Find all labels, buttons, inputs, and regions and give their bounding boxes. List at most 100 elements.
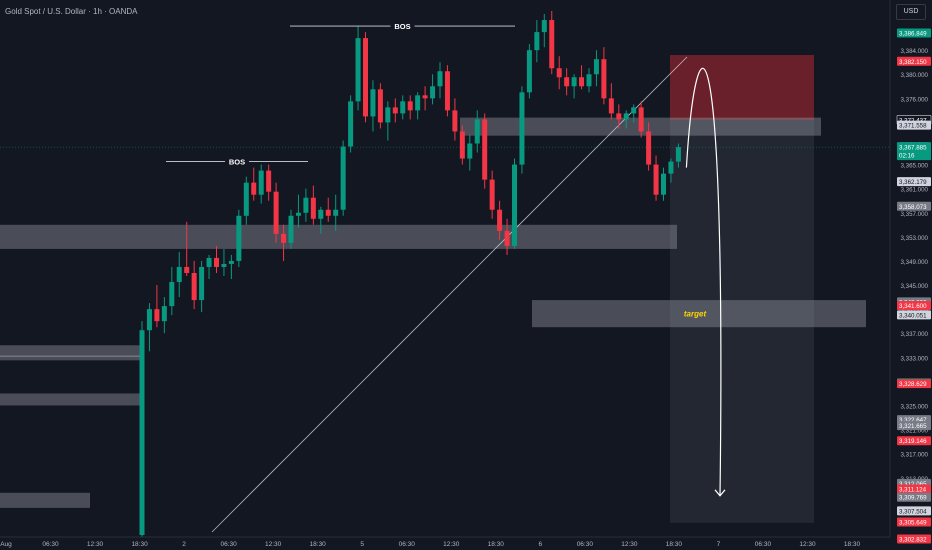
left-zone-2 [0,393,140,406]
candle-body [295,212,301,216]
projection-arrowhead [714,489,726,497]
candle-body [191,272,197,301]
candle-body [288,215,294,243]
price-tick-label: 3,317.000 [900,452,928,459]
candle-body [370,89,376,117]
price-badge-label: 3,358.073 [899,204,927,211]
price-badge-label: 3,322.647 [899,417,927,424]
time-tick-label: 12:30 [621,541,638,548]
candle-body [407,101,413,111]
price-badge [897,517,931,527]
currency-button[interactable]: USD [896,4,926,20]
candle-body [646,131,652,165]
candle-body [526,50,532,93]
candle-body [616,113,622,120]
price-tick-label: 3,361.000 [900,187,928,194]
candle-body [631,107,637,114]
candle-body [541,20,547,33]
price-tick-label: 3,345.000 [900,283,928,290]
candle-body [415,95,421,111]
candle-body [452,110,458,132]
candle-body [579,77,585,87]
candle-body [534,32,540,51]
time-tick-label: 06:30 [755,541,772,548]
lines-layer [0,56,890,533]
time-tick-label: 12:30 [443,541,460,548]
price-badge-label: 3,312.065 [899,481,927,488]
candle-body [154,309,160,322]
candle-body [251,182,257,195]
price-badge-label: 3,321.665 [899,423,927,430]
candle-body [184,266,190,273]
candle-body [474,119,480,144]
time-tick-label: 2 [182,541,186,548]
candle-body [348,101,354,147]
candle-body [243,182,249,216]
candle-body [221,263,227,267]
candle-body [661,173,666,195]
symbol-title: Gold Spot / U.S. Dollar · 1h · OANDA [5,7,138,16]
candle-body [236,215,242,261]
candle-body [199,266,205,301]
price-badge-label: 3,309.769 [899,495,927,502]
candle-body [638,107,644,132]
candle-body [266,170,272,192]
candle-body [340,146,346,210]
time-tick-label: 06:30 [577,541,594,548]
price-badge-label: 3,382.150 [899,59,927,66]
candle-body [497,209,503,231]
price-badge-label: 3,307.504 [899,508,927,515]
candle-body [437,71,443,87]
target-zone [532,300,866,328]
candle-body [675,147,681,162]
time-tick-label: 7 [717,541,721,548]
bos-label-1: BOS [229,158,245,167]
candle-body [564,77,570,87]
target-label: target [684,310,707,319]
candle-body [444,71,450,111]
time-tick-label: 18:30 [666,541,683,548]
price-badge [897,492,931,502]
candle-body [571,77,577,87]
price-tick-label: 3,380.000 [900,72,928,79]
candle-body [333,209,339,216]
time-tick-label: 06:30 [42,541,59,548]
candle-body [623,113,629,120]
price-badge [897,506,931,516]
time-tick-label: 18:30 [131,541,148,548]
price-badge [897,301,931,311]
candle-body [146,309,152,331]
price-tick-label: 3,365.000 [900,163,928,170]
candle-body [400,101,406,114]
candle-body [489,179,495,210]
time-tick-label: 06:30 [220,541,237,548]
candle-body [385,107,391,123]
candle-body [653,164,659,195]
candle-body [310,197,316,219]
annotations-layer: BOS BOS [166,22,726,497]
time-tick-label: 06:30 [399,541,416,548]
candle-body [303,197,309,213]
candle-body [549,20,555,69]
left-zone-1 [0,345,140,361]
projection-arrow-path [685,67,722,496]
price-badge-label: 3,371.558 [899,123,927,130]
time-tick-label: 12:30 [265,541,282,548]
candle-body [355,38,361,102]
price-tick-label: 3,337.000 [900,331,928,338]
price-badge-label: 3,311.124 [899,487,927,494]
price-badge-label: 3,319.146 [899,438,927,445]
current-price-label: 3,367.885 [899,145,927,152]
price-badge-label: 3,328.629 [899,381,927,388]
candle-body [668,161,674,174]
candle-body [318,209,324,219]
price-axis-panel [890,0,932,550]
price-badge [897,534,931,544]
time-tick-label: 5 [360,541,364,548]
stop-loss-zone [670,54,814,121]
candle-body [608,98,614,114]
demand-zone [0,224,677,249]
price-tick-label: 3,349.000 [900,259,928,266]
